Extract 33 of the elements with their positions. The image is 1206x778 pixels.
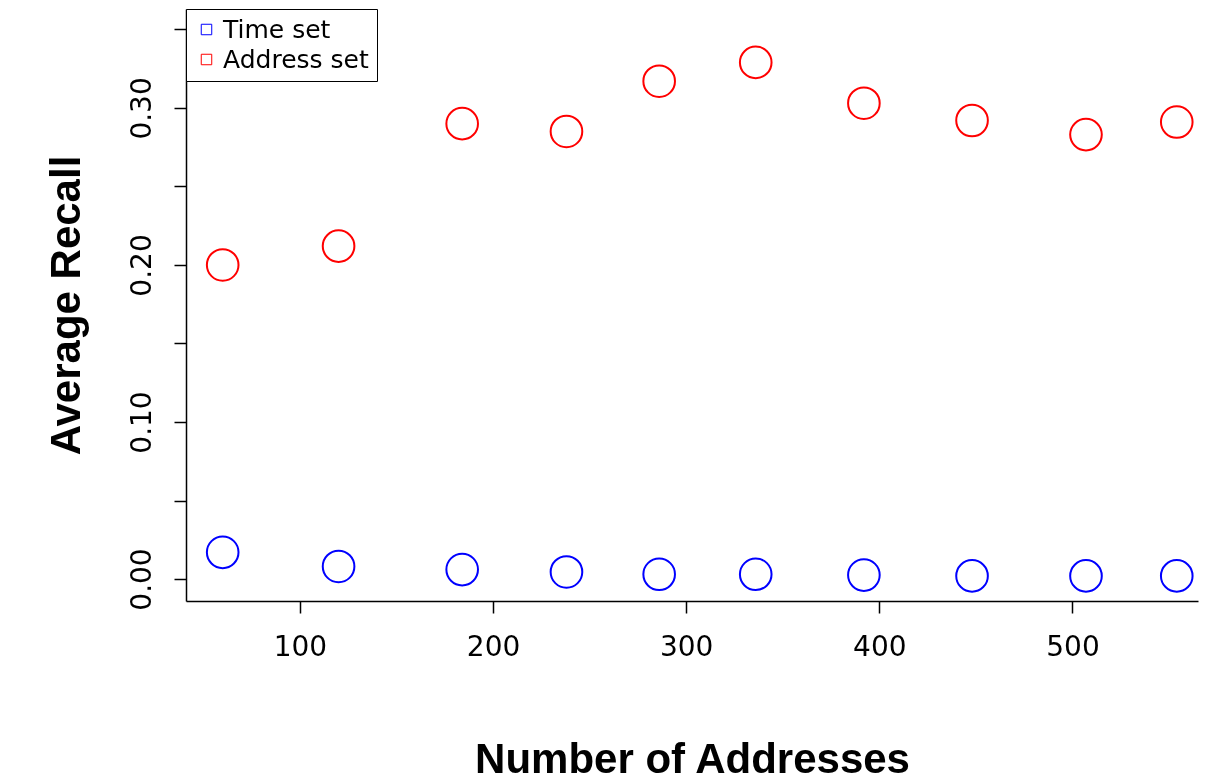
point	[549, 555, 584, 589]
point	[205, 535, 240, 570]
x-tick-label: 500	[1046, 629, 1100, 663]
x-tick-label: 200	[466, 629, 521, 663]
point	[1069, 117, 1103, 152]
y-tick-label: 0.10	[124, 391, 158, 454]
point	[445, 552, 479, 587]
point	[1159, 559, 1194, 593]
x-tick-label: 300	[659, 629, 714, 663]
x-tick-label: 400	[853, 629, 907, 663]
y-tick-label: 0.20	[124, 234, 158, 297]
point	[1069, 559, 1103, 593]
point	[321, 229, 356, 263]
point	[321, 549, 356, 584]
y-tick-label: 0.00	[124, 548, 158, 611]
point	[955, 103, 989, 138]
point	[955, 559, 989, 593]
y-tick-label: 0.30	[124, 77, 158, 140]
legend-label: Time set	[222, 14, 331, 44]
x-axis-title: Number of Addresses	[475, 734, 910, 778]
point	[738, 45, 773, 80]
y-axis-title: Average Recall	[41, 155, 89, 456]
point	[1159, 105, 1194, 139]
point	[642, 64, 676, 99]
legend-label: Address set	[223, 44, 369, 74]
point	[549, 114, 584, 149]
point	[847, 558, 881, 592]
point	[445, 106, 479, 141]
point	[847, 86, 881, 120]
x-tick-label: 100	[273, 629, 328, 663]
point	[738, 557, 773, 592]
point	[205, 248, 240, 282]
point	[642, 557, 676, 592]
